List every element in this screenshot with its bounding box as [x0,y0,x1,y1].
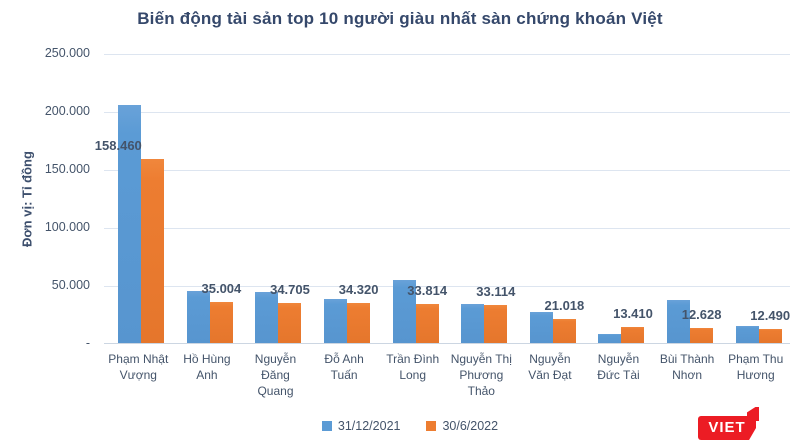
gridline [104,286,790,287]
y-tick-label: 50.000 [51,278,90,292]
x-axis-labels: Phạm Nhật Vượng Hồ Hùng Anh Nguyễn Đăng Qu… [104,351,790,413]
category-3: 34.705 [241,54,310,343]
viet-logo: VIET [698,407,762,441]
y-tick-label: 150.000 [44,162,90,176]
bar-pair: 158.460 [95,105,165,343]
legend-label: 30/6/2022 [442,419,499,433]
bar-2022 [415,304,439,343]
bar-2021 [598,334,622,343]
legend-swatch-icon [321,421,332,431]
bar-2022 [621,327,645,343]
bar-pair: 35.004 [186,281,241,343]
data-label-2022: 33.114 [476,284,516,299]
viet-logo-badge: VIET [698,416,756,440]
category-8: 13.410 [584,54,653,343]
bar-2022 [690,328,714,343]
bar-2021 [255,292,279,343]
y-tick-label: - [85,336,90,350]
bar-pair: 33.114 [461,284,515,343]
category-1: 158.460 [95,54,173,343]
bar-pair: 13.410 [598,306,653,343]
category-4: 34.320 [310,54,378,343]
data-label-2022: 12.628 [681,307,722,322]
category-5: 33.814 [378,54,447,343]
bar-pair: 33.814 [392,280,447,343]
y-tick-label: 100.000 [44,220,90,234]
plot-area: 158.460 35.004 34.705 34.320 33.814 33.114 21.… [95,54,790,344]
bar-2021 [118,105,142,343]
legend: 31/12/2021 30/6/2022 [0,419,800,433]
x-label: Phạm Thu Hương [728,352,784,382]
category-6: 33.114 [447,54,516,343]
bar-2022 [347,303,371,343]
bar-2021 [461,304,485,343]
bar-2021 [529,312,553,343]
bar-2022 [552,319,576,343]
y-tick-label: 200.000 [44,104,90,118]
data-label-2022: 158.460 [94,138,142,153]
data-label-2022: 21.018 [544,298,585,313]
legend-swatch-icon [426,421,437,431]
gridline [104,228,790,229]
bar-2021 [186,291,210,343]
bar-2022 [484,305,508,343]
category-2: 35.004 [173,54,241,343]
data-label-2022: 13.410 [613,306,653,321]
data-label-2022: 35.004 [201,281,242,296]
bar-2021 [735,326,759,343]
category-10: 12.490 [721,54,790,343]
x-label: Nguyễn Đăng Quang [254,352,297,398]
data-label-2022: 34.705 [270,282,310,297]
category-7: 21.018 [516,54,584,343]
data-label-2022: 33.814 [407,283,448,298]
x-label: Bùi Thành Nhơn [659,352,715,382]
bar-2021 [392,280,416,343]
x-label: Trần Đình Long [386,352,440,382]
bar-2022 [209,302,233,343]
legend-item: 30/6/2022 [426,419,498,433]
legend-label: 31/12/2021 [337,419,401,433]
bar-pair: 21.018 [529,298,584,343]
x-label: Nguyễn Thị Phương Thảo [450,352,512,398]
bar-pair: 34.320 [324,282,378,343]
viet-logo-text: VIET [708,418,746,436]
x-label: Nguyễn Đức Tài [597,352,640,382]
category-9: 12.628 [653,54,721,343]
x-label: Nguyễn Văn Đạt [528,352,572,382]
gridline [104,170,790,171]
x-label: Hồ Hùng Anh [183,352,231,382]
bar-pair: 34.705 [255,282,310,343]
legend-item: 31/12/2021 [321,419,401,433]
data-label-2022: 12.490 [750,308,791,323]
gridline [104,54,790,55]
bar-2022 [758,329,782,343]
bar-2022 [278,303,302,343]
chart-title: Biến động tài sản top 10 người giàu nhất… [137,9,663,28]
gridline [104,112,790,113]
bar-2022 [141,159,165,343]
data-label-2022: 34.320 [338,282,379,297]
bar-2021 [324,299,348,343]
x-label: Đỗ Anh Tuấn [324,352,364,382]
bar-pair: 12.628 [667,300,721,343]
y-tick-label: 250.000 [44,46,90,60]
bar-2021 [667,300,691,343]
bar-pair: 12.490 [735,308,790,343]
x-label: Phạm Nhật Vượng [108,352,169,382]
